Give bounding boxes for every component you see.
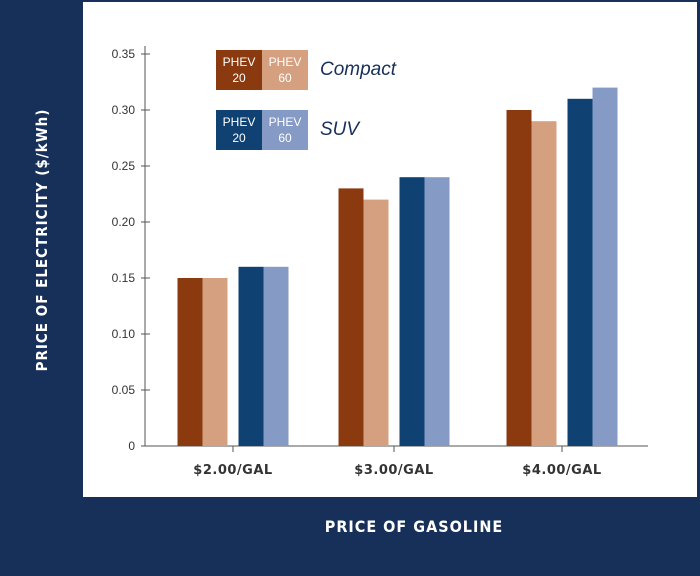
legend-group-label: Compact <box>320 59 397 80</box>
legend-swatch <box>262 110 308 150</box>
legend-swatch-label: 60 <box>278 71 292 85</box>
bar <box>177 278 203 446</box>
x-tick-label: $2.00/GAL <box>193 463 272 478</box>
bar <box>506 110 532 446</box>
bar <box>202 278 228 446</box>
y-tick-label: 0.05 <box>112 383 136 397</box>
bar <box>263 266 289 446</box>
y-tick-label: 0.15 <box>112 271 136 285</box>
bar <box>424 177 450 446</box>
legend-swatch <box>262 50 308 90</box>
y-tick-label: 0.25 <box>112 159 136 173</box>
legend-swatch-label: 20 <box>232 131 246 145</box>
legend-swatch-label: PHEV <box>223 115 256 129</box>
y-tick-label: 0 <box>128 439 135 453</box>
y-tick-label: 0.30 <box>112 103 136 117</box>
legend-swatch-label: PHEV <box>223 55 256 69</box>
bar <box>531 121 557 446</box>
legend-swatch <box>216 50 262 90</box>
legend-swatch-label: PHEV <box>269 115 302 129</box>
bar <box>399 177 425 446</box>
legend-swatch-label: 20 <box>232 71 246 85</box>
legend-swatch-label: 60 <box>278 131 292 145</box>
x-tick-label: $4.00/GAL <box>522 463 601 478</box>
y-tick-label: 0.20 <box>112 215 136 229</box>
bar <box>238 266 264 446</box>
y-tick-label: 0.10 <box>112 327 136 341</box>
x-axis-label: PRICE OF GASOLINE <box>324 517 504 536</box>
legend-group-label: SUV <box>320 119 361 140</box>
bar <box>338 188 364 446</box>
bar <box>363 199 389 446</box>
bar <box>567 98 593 447</box>
bar <box>592 87 618 446</box>
legend-swatch-label: PHEV <box>269 55 302 69</box>
legend-swatch <box>216 110 262 150</box>
x-tick-label: $3.00/GAL <box>354 463 433 478</box>
y-tick-label: 0.35 <box>112 47 136 61</box>
